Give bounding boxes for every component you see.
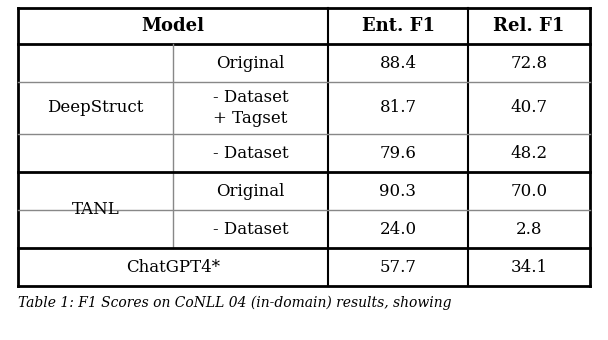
Text: - Dataset: - Dataset — [213, 144, 288, 162]
Text: TANL: TANL — [72, 202, 119, 219]
Text: 2.8: 2.8 — [516, 221, 542, 238]
Text: Table 1: F1 Scores on CoNLL 04 (in-domain) results, showing: Table 1: F1 Scores on CoNLL 04 (in-domai… — [18, 296, 452, 310]
Text: 90.3: 90.3 — [379, 183, 416, 200]
Text: Original: Original — [216, 183, 285, 200]
Text: ChatGPT4*: ChatGPT4* — [126, 258, 220, 275]
Text: 40.7: 40.7 — [511, 100, 548, 117]
Text: Original: Original — [216, 54, 285, 71]
Text: Model: Model — [142, 17, 204, 35]
Text: 70.0: 70.0 — [511, 183, 548, 200]
Text: 72.8: 72.8 — [511, 54, 548, 71]
Text: 34.1: 34.1 — [511, 258, 548, 275]
Text: Rel. F1: Rel. F1 — [493, 17, 565, 35]
Text: 81.7: 81.7 — [379, 100, 416, 117]
Text: - Dataset
+ Tagset: - Dataset + Tagset — [213, 89, 288, 127]
Bar — [18, 8, 590, 286]
Text: - Dataset: - Dataset — [213, 221, 288, 238]
Text: 79.6: 79.6 — [379, 144, 416, 162]
Text: 24.0: 24.0 — [379, 221, 416, 238]
Text: 88.4: 88.4 — [379, 54, 416, 71]
Text: 57.7: 57.7 — [379, 258, 416, 275]
Text: Ent. F1: Ent. F1 — [362, 17, 435, 35]
Text: 48.2: 48.2 — [511, 144, 548, 162]
Text: DeepStruct: DeepStruct — [47, 100, 143, 117]
